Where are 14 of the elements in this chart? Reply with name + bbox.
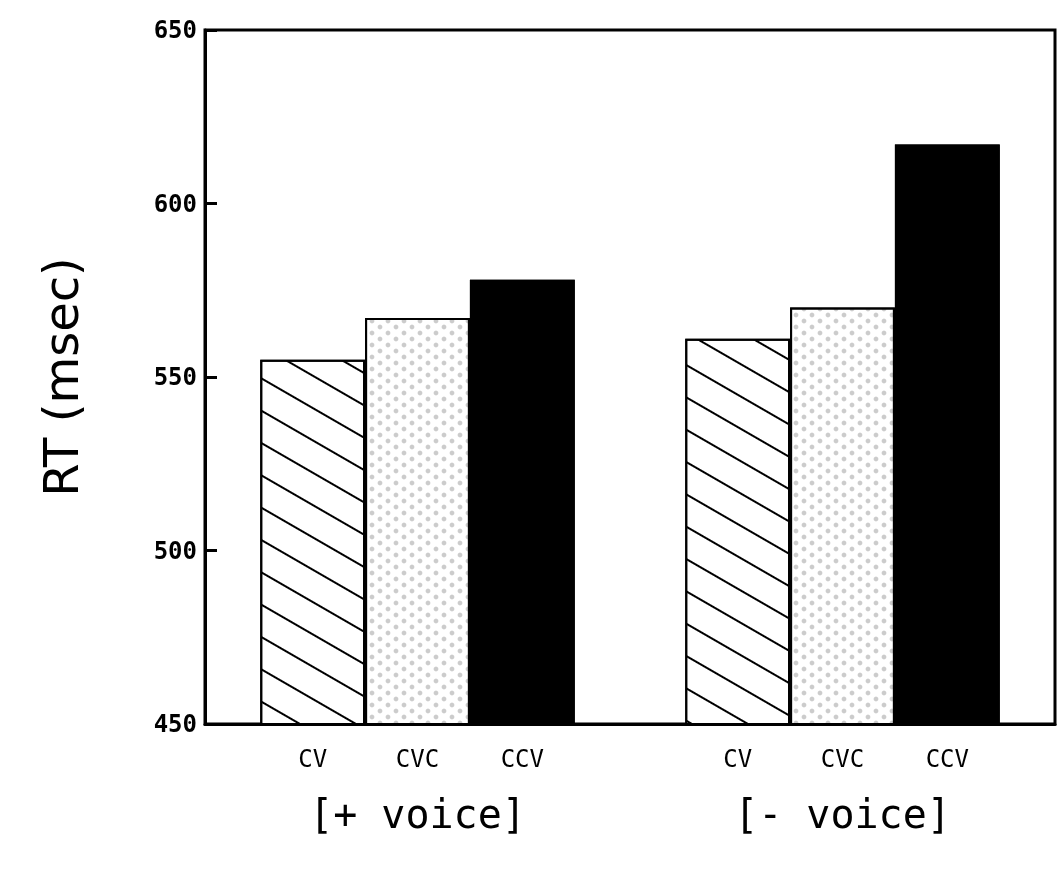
y-tick-label: 500	[153, 536, 197, 565]
text: CCV	[925, 745, 970, 773]
x-tick-label: [- voice]	[734, 791, 951, 837]
text: CV	[723, 745, 753, 773]
text: CVC	[820, 745, 865, 773]
series-label: CCV	[500, 745, 545, 773]
series-label: CVC	[395, 745, 440, 773]
y-tick-label: 450	[153, 710, 197, 738]
y-tick-label: 650	[153, 16, 197, 44]
x-tick-label: [+ voice]	[309, 791, 526, 837]
y-axis-title: RT (msec)	[33, 257, 89, 497]
series-label: CV	[298, 745, 328, 773]
y-tick-label: 550	[153, 363, 197, 391]
y-tick-label: 600	[153, 189, 197, 218]
